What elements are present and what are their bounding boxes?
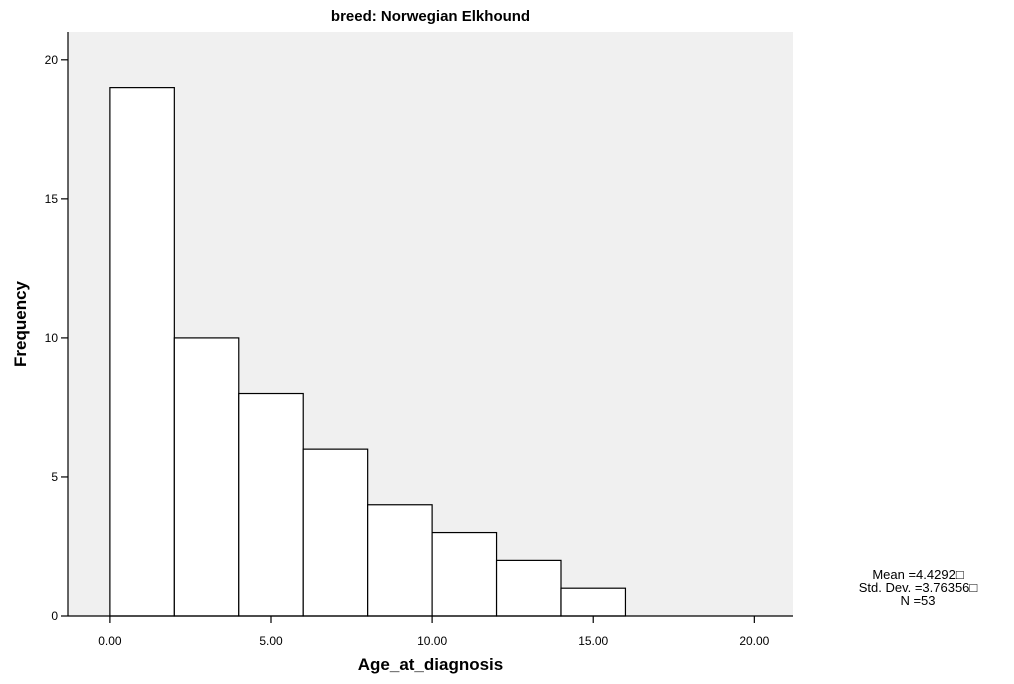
- histogram-bar-7: [560, 587, 627, 617]
- y-axis-label: Frequency: [11, 280, 30, 367]
- histogram-bar-6: [495, 559, 562, 617]
- y-tick-label-0: 0: [51, 609, 58, 623]
- histogram-bar-3: [302, 448, 369, 617]
- x-tick-label-1: 5.00: [259, 634, 283, 648]
- y-tick-label-1: 5: [51, 470, 58, 484]
- stats-std-dev: Std. Dev. =3.76356□: [859, 580, 978, 595]
- y-tick-label-2: 10: [45, 331, 59, 345]
- histogram-bar-1: [173, 337, 240, 617]
- axes-group: 0 5 10 15 20 0.00 5.00 10.00 15.00 20.00: [45, 32, 793, 648]
- y-tick-label-4: 20: [45, 53, 59, 67]
- x-tick-label-2: 10.00: [417, 634, 447, 648]
- stats-n: N =53: [900, 593, 935, 608]
- chart-title: breed: Norwegian Elkhound: [331, 8, 530, 25]
- y-tick-label-3: 15: [45, 192, 59, 206]
- x-axis-label: Age_at_diagnosis: [358, 655, 504, 674]
- x-tick-label-0: 0.00: [98, 634, 122, 648]
- histogram-bar-2: [238, 392, 304, 617]
- x-tick-label-3: 15.00: [578, 634, 608, 648]
- stats-mean: Mean =4.4292□: [872, 567, 963, 582]
- x-tick-label-4: 20.00: [739, 634, 769, 648]
- bars-group: [109, 87, 627, 617]
- histogram-bar-5: [431, 531, 498, 617]
- histogram-bar-4: [367, 504, 433, 617]
- histogram-bar-0: [109, 87, 175, 617]
